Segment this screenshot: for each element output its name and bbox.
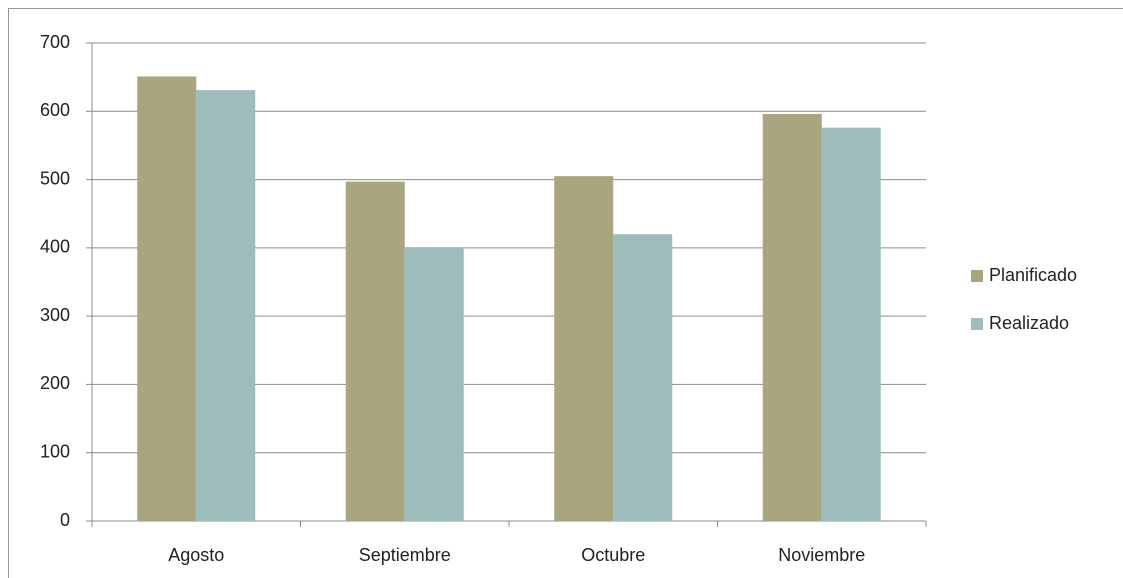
- bar: [554, 176, 614, 521]
- y-tick-label: 100: [40, 441, 70, 461]
- y-tick-label: 500: [40, 168, 70, 188]
- legend-swatch: [971, 270, 983, 282]
- y-tick-label: 700: [40, 32, 70, 52]
- legend-label: Planificado: [989, 265, 1077, 285]
- x-tick-label: Noviembre: [778, 545, 865, 565]
- x-tick-label: Agosto: [168, 545, 224, 565]
- y-tick-label: 400: [40, 237, 70, 257]
- x-tick-label: Septiembre: [359, 545, 451, 565]
- bar: [345, 181, 405, 521]
- bar: [762, 114, 822, 521]
- x-tick-label: Octubre: [581, 545, 645, 565]
- y-tick-label: 600: [40, 100, 70, 120]
- bar: [404, 247, 464, 521]
- bar: [613, 234, 673, 521]
- legend-swatch: [971, 318, 983, 330]
- bar: [821, 127, 881, 521]
- bar: [196, 90, 256, 522]
- y-tick-label: 200: [40, 373, 70, 393]
- y-tick-label: 0: [60, 510, 70, 530]
- y-tick-label: 300: [40, 305, 70, 325]
- legend-label: Realizado: [989, 313, 1069, 333]
- bar: [137, 76, 197, 522]
